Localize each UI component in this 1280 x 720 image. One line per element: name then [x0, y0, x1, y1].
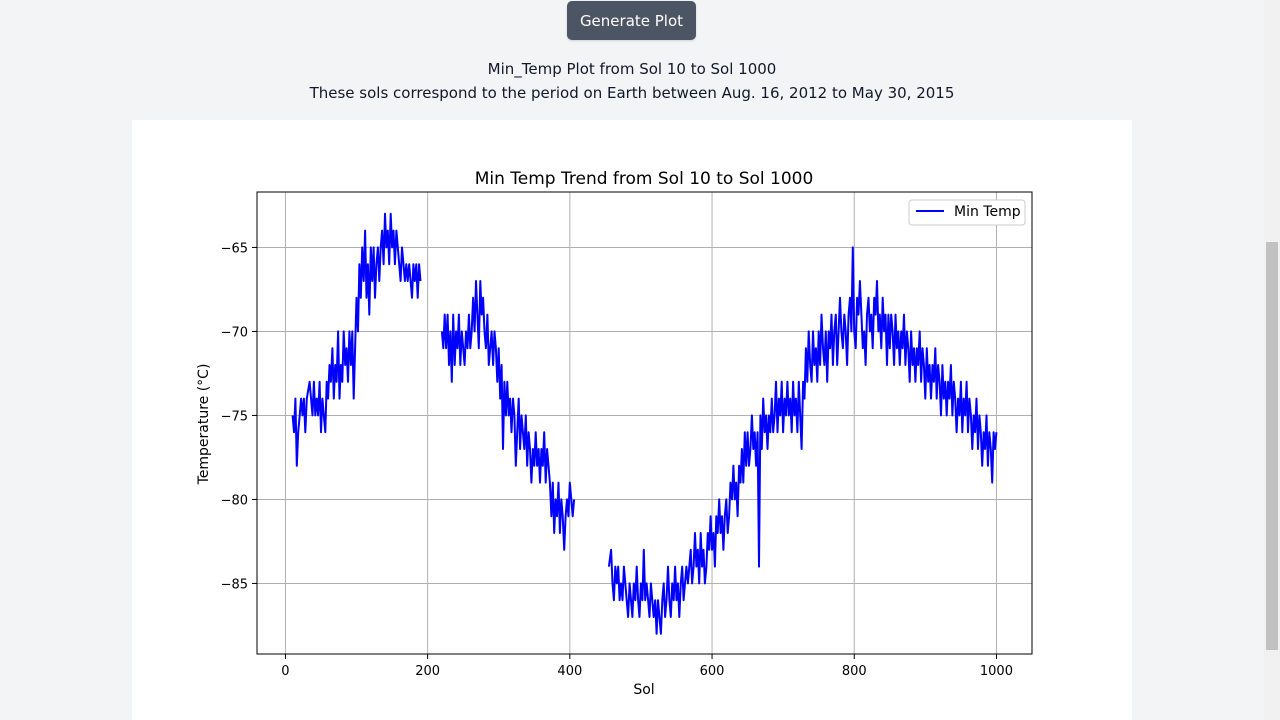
vertical-scrollbar[interactable]	[1264, 0, 1280, 720]
y-tick-label: −70	[221, 325, 248, 340]
min-temp-series-line	[291, 212, 422, 467]
legend-label: Min Temp	[954, 204, 1021, 220]
min-temp-series-line	[440, 280, 576, 551]
y-tick-label: −85	[221, 577, 248, 592]
scrollbar-thumb[interactable]	[1266, 242, 1278, 650]
x-tick-label: 400	[557, 664, 582, 679]
x-tick-label: 200	[415, 664, 440, 679]
x-tick-label: 600	[700, 664, 725, 679]
tick-layer: 0 200 400 600 800 1000 −65 −70 −75 −80 −85	[221, 241, 1013, 679]
plot-caption-period: These sols correspond to the period on E…	[309, 84, 955, 102]
y-axis-label: Temperature (°C)	[196, 364, 212, 486]
x-axis-label: Sol	[633, 682, 654, 698]
y-tick-label: −75	[221, 409, 248, 424]
plot-caption-title: Min_Temp Plot from Sol 10 to Sol 1000	[487, 60, 777, 78]
x-tick-label: 800	[842, 664, 867, 679]
chart-title: Min Temp Trend from Sol 10 to Sol 1000	[475, 169, 814, 189]
min-temp-series-line	[607, 246, 998, 635]
y-tick-label: −80	[221, 493, 248, 508]
series-layer	[291, 212, 998, 635]
x-tick-label: 0	[281, 664, 289, 679]
generate-plot-button[interactable]: Generate Plot	[567, 1, 696, 40]
legend-box	[908, 199, 1026, 226]
plot-frame	[256, 191, 1033, 655]
min-temp-chart: 0 200 400 600 800 1000 −65 −70 −75 −80 −85 Min Tem…	[196, 169, 1033, 698]
plot-panel: 0 200 400 600 800 1000 −65 −70 −75 −80 −85 Min Tem…	[132, 120, 1132, 720]
legend: Min Temp	[908, 199, 1026, 226]
y-tick-label: −65	[221, 241, 248, 256]
x-tick-label: 1000	[980, 664, 1013, 679]
